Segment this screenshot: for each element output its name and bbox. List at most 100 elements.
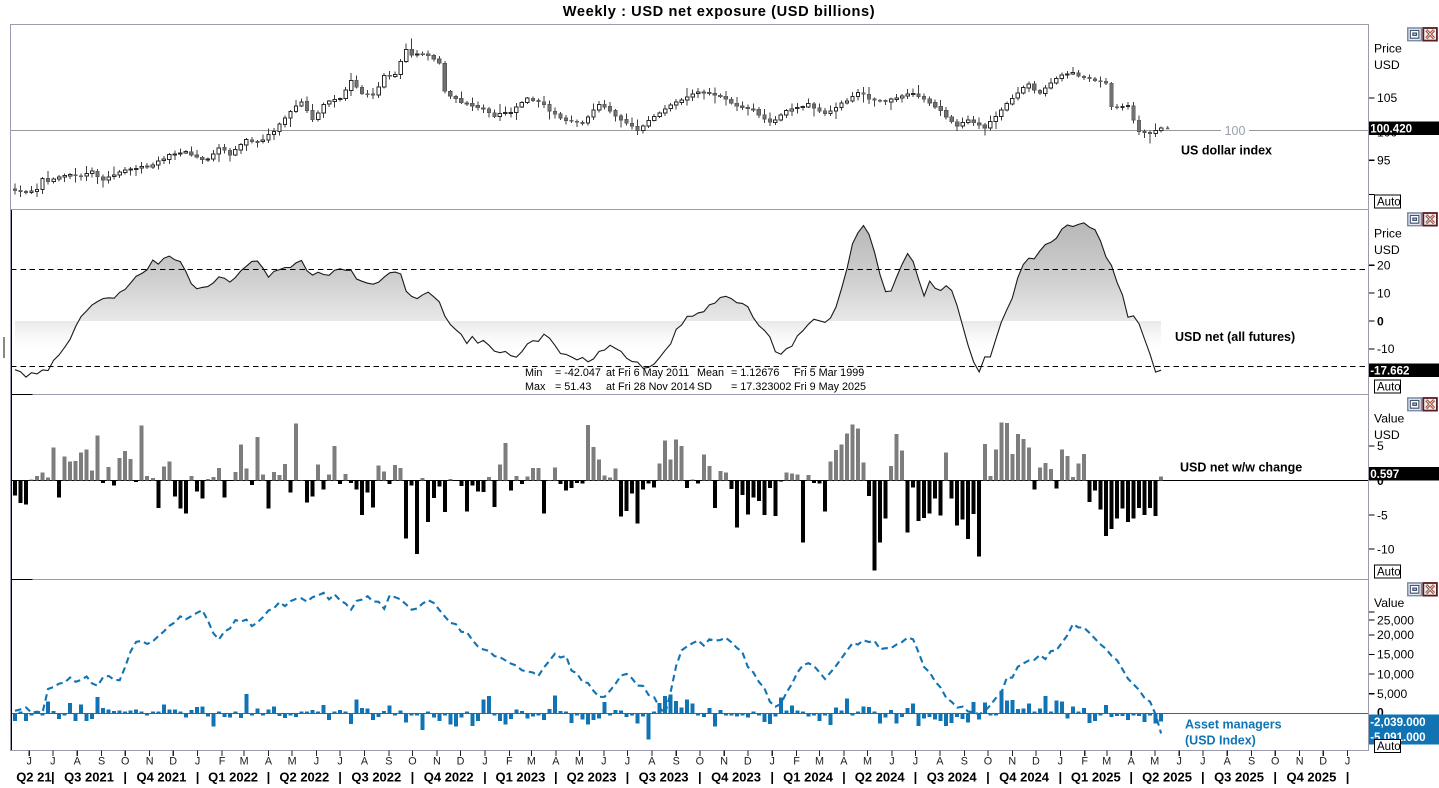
svg-text:20,000: 20,000 xyxy=(1377,628,1414,642)
svg-text:105: 105 xyxy=(1377,91,1397,105)
svg-text:O: O xyxy=(121,756,129,768)
svg-text:Q3 2025: Q3 2025 xyxy=(1214,770,1264,785)
svg-text:Q2 21: Q2 21 xyxy=(16,770,51,785)
svg-text:20: 20 xyxy=(1377,259,1391,273)
svg-text:M: M xyxy=(288,756,297,768)
svg-text:S: S xyxy=(673,756,680,768)
svg-text:|: | xyxy=(698,770,702,785)
svg-text:Q1 2024: Q1 2024 xyxy=(783,770,834,785)
svg-text:M: M xyxy=(240,756,249,768)
svg-text:|: | xyxy=(1346,770,1350,785)
svg-text:A: A xyxy=(840,756,848,768)
svg-text:US dollar index: US dollar index xyxy=(1181,144,1272,158)
svg-text:Q1 2025: Q1 2025 xyxy=(1071,770,1121,785)
svg-text:100.420: 100.420 xyxy=(1370,122,1412,135)
svg-text:F: F xyxy=(506,756,513,768)
svg-text:Q3 2024: Q3 2024 xyxy=(927,770,978,785)
svg-text:Price: Price xyxy=(1374,227,1402,241)
svg-text:0: 0 xyxy=(1377,706,1384,720)
svg-text:O: O xyxy=(984,756,992,768)
svg-text:|: | xyxy=(123,770,127,785)
svg-text:D: D xyxy=(169,756,177,768)
svg-text:|: | xyxy=(51,770,55,785)
svg-text:J: J xyxy=(26,756,31,768)
svg-text:Q3 2023: Q3 2023 xyxy=(639,770,689,785)
svg-text:J: J xyxy=(337,756,342,768)
svg-text:Value: Value xyxy=(1374,412,1404,426)
svg-text:25,000: 25,000 xyxy=(1377,613,1414,627)
svg-text:A: A xyxy=(648,756,656,768)
svg-text:O: O xyxy=(1271,756,1279,768)
svg-text:Q2 2023: Q2 2023 xyxy=(567,770,617,785)
svg-text:|: | xyxy=(554,770,558,785)
svg-text:M: M xyxy=(863,756,872,768)
svg-text:0.597: 0.597 xyxy=(1370,468,1399,481)
svg-text:Q3 2022: Q3 2022 xyxy=(351,770,401,785)
svg-text:J: J xyxy=(1345,756,1350,768)
svg-text:10: 10 xyxy=(1377,286,1391,300)
svg-text:|: | xyxy=(267,770,271,785)
svg-text:N: N xyxy=(1008,756,1016,768)
svg-text:USD: USD xyxy=(1374,243,1400,257)
svg-text:5: 5 xyxy=(1377,439,1384,453)
svg-text:N: N xyxy=(146,756,154,768)
svg-text:|: | xyxy=(842,770,846,785)
svg-text:|: | xyxy=(338,770,342,785)
svg-text:J: J xyxy=(195,756,200,768)
svg-text:A: A xyxy=(936,756,944,768)
svg-text:Q2 2025: Q2 2025 xyxy=(1142,770,1192,785)
svg-text:100: 100 xyxy=(1225,124,1246,138)
svg-text:|: | xyxy=(1129,770,1133,785)
svg-text:A: A xyxy=(1224,756,1232,768)
svg-text:N: N xyxy=(720,756,728,768)
svg-text:N: N xyxy=(1296,756,1304,768)
svg-text:USD: USD xyxy=(1374,58,1400,72)
svg-text:A: A xyxy=(1128,756,1136,768)
svg-text:J: J xyxy=(50,756,55,768)
svg-text:-10: -10 xyxy=(1377,542,1395,556)
svg-text:10,000: 10,000 xyxy=(1377,667,1414,681)
svg-text:N: N xyxy=(433,756,441,768)
svg-text:D: D xyxy=(457,756,465,768)
svg-text:S: S xyxy=(961,756,968,768)
svg-text:J: J xyxy=(769,756,774,768)
svg-text:|: | xyxy=(1273,770,1277,785)
svg-text:Q2 2024: Q2 2024 xyxy=(855,770,906,785)
svg-text:D: D xyxy=(1319,756,1327,768)
svg-text:J: J xyxy=(889,756,894,768)
svg-text:-17.662: -17.662 xyxy=(1370,364,1409,377)
svg-text:Q1 2023: Q1 2023 xyxy=(495,770,545,785)
svg-text:Q2 2022: Q2 2022 xyxy=(279,770,329,785)
svg-text:J: J xyxy=(601,756,606,768)
svg-text:-2,039.000: -2,039.000 xyxy=(1370,716,1425,729)
svg-text:|: | xyxy=(1201,770,1205,785)
svg-text:|: | xyxy=(986,770,990,785)
svg-text:D: D xyxy=(1032,756,1040,768)
svg-text:Q4 2024: Q4 2024 xyxy=(999,770,1050,785)
svg-text:|: | xyxy=(411,770,415,785)
svg-text:J: J xyxy=(1200,756,1205,768)
svg-text:Q4 2021: Q4 2021 xyxy=(136,770,186,785)
svg-text:|: | xyxy=(770,770,774,785)
svg-text:M: M xyxy=(1150,756,1159,768)
svg-text:15,000: 15,000 xyxy=(1377,648,1414,662)
svg-text:USD net w/w change: USD net w/w change xyxy=(1180,461,1302,475)
svg-text:M: M xyxy=(527,756,536,768)
svg-text:Price: Price xyxy=(1374,42,1402,56)
svg-text:Auto: Auto xyxy=(1377,196,1401,208)
svg-text:Asset managers: Asset managers xyxy=(1185,718,1282,732)
svg-text:A: A xyxy=(361,756,369,768)
svg-text:Q4 2025: Q4 2025 xyxy=(1286,770,1336,785)
svg-text:S: S xyxy=(385,756,392,768)
svg-text:|: | xyxy=(1058,770,1062,785)
svg-text:Q1 2022: Q1 2022 xyxy=(208,770,258,785)
svg-text:Auto: Auto xyxy=(1377,741,1401,753)
svg-text:(USD Index): (USD Index) xyxy=(1185,734,1256,748)
svg-text:95: 95 xyxy=(1377,154,1391,168)
svg-text:|: | xyxy=(196,770,200,785)
svg-text:Auto: Auto xyxy=(1377,381,1401,393)
svg-text:F: F xyxy=(1081,756,1088,768)
svg-text:-10: -10 xyxy=(1377,342,1395,356)
